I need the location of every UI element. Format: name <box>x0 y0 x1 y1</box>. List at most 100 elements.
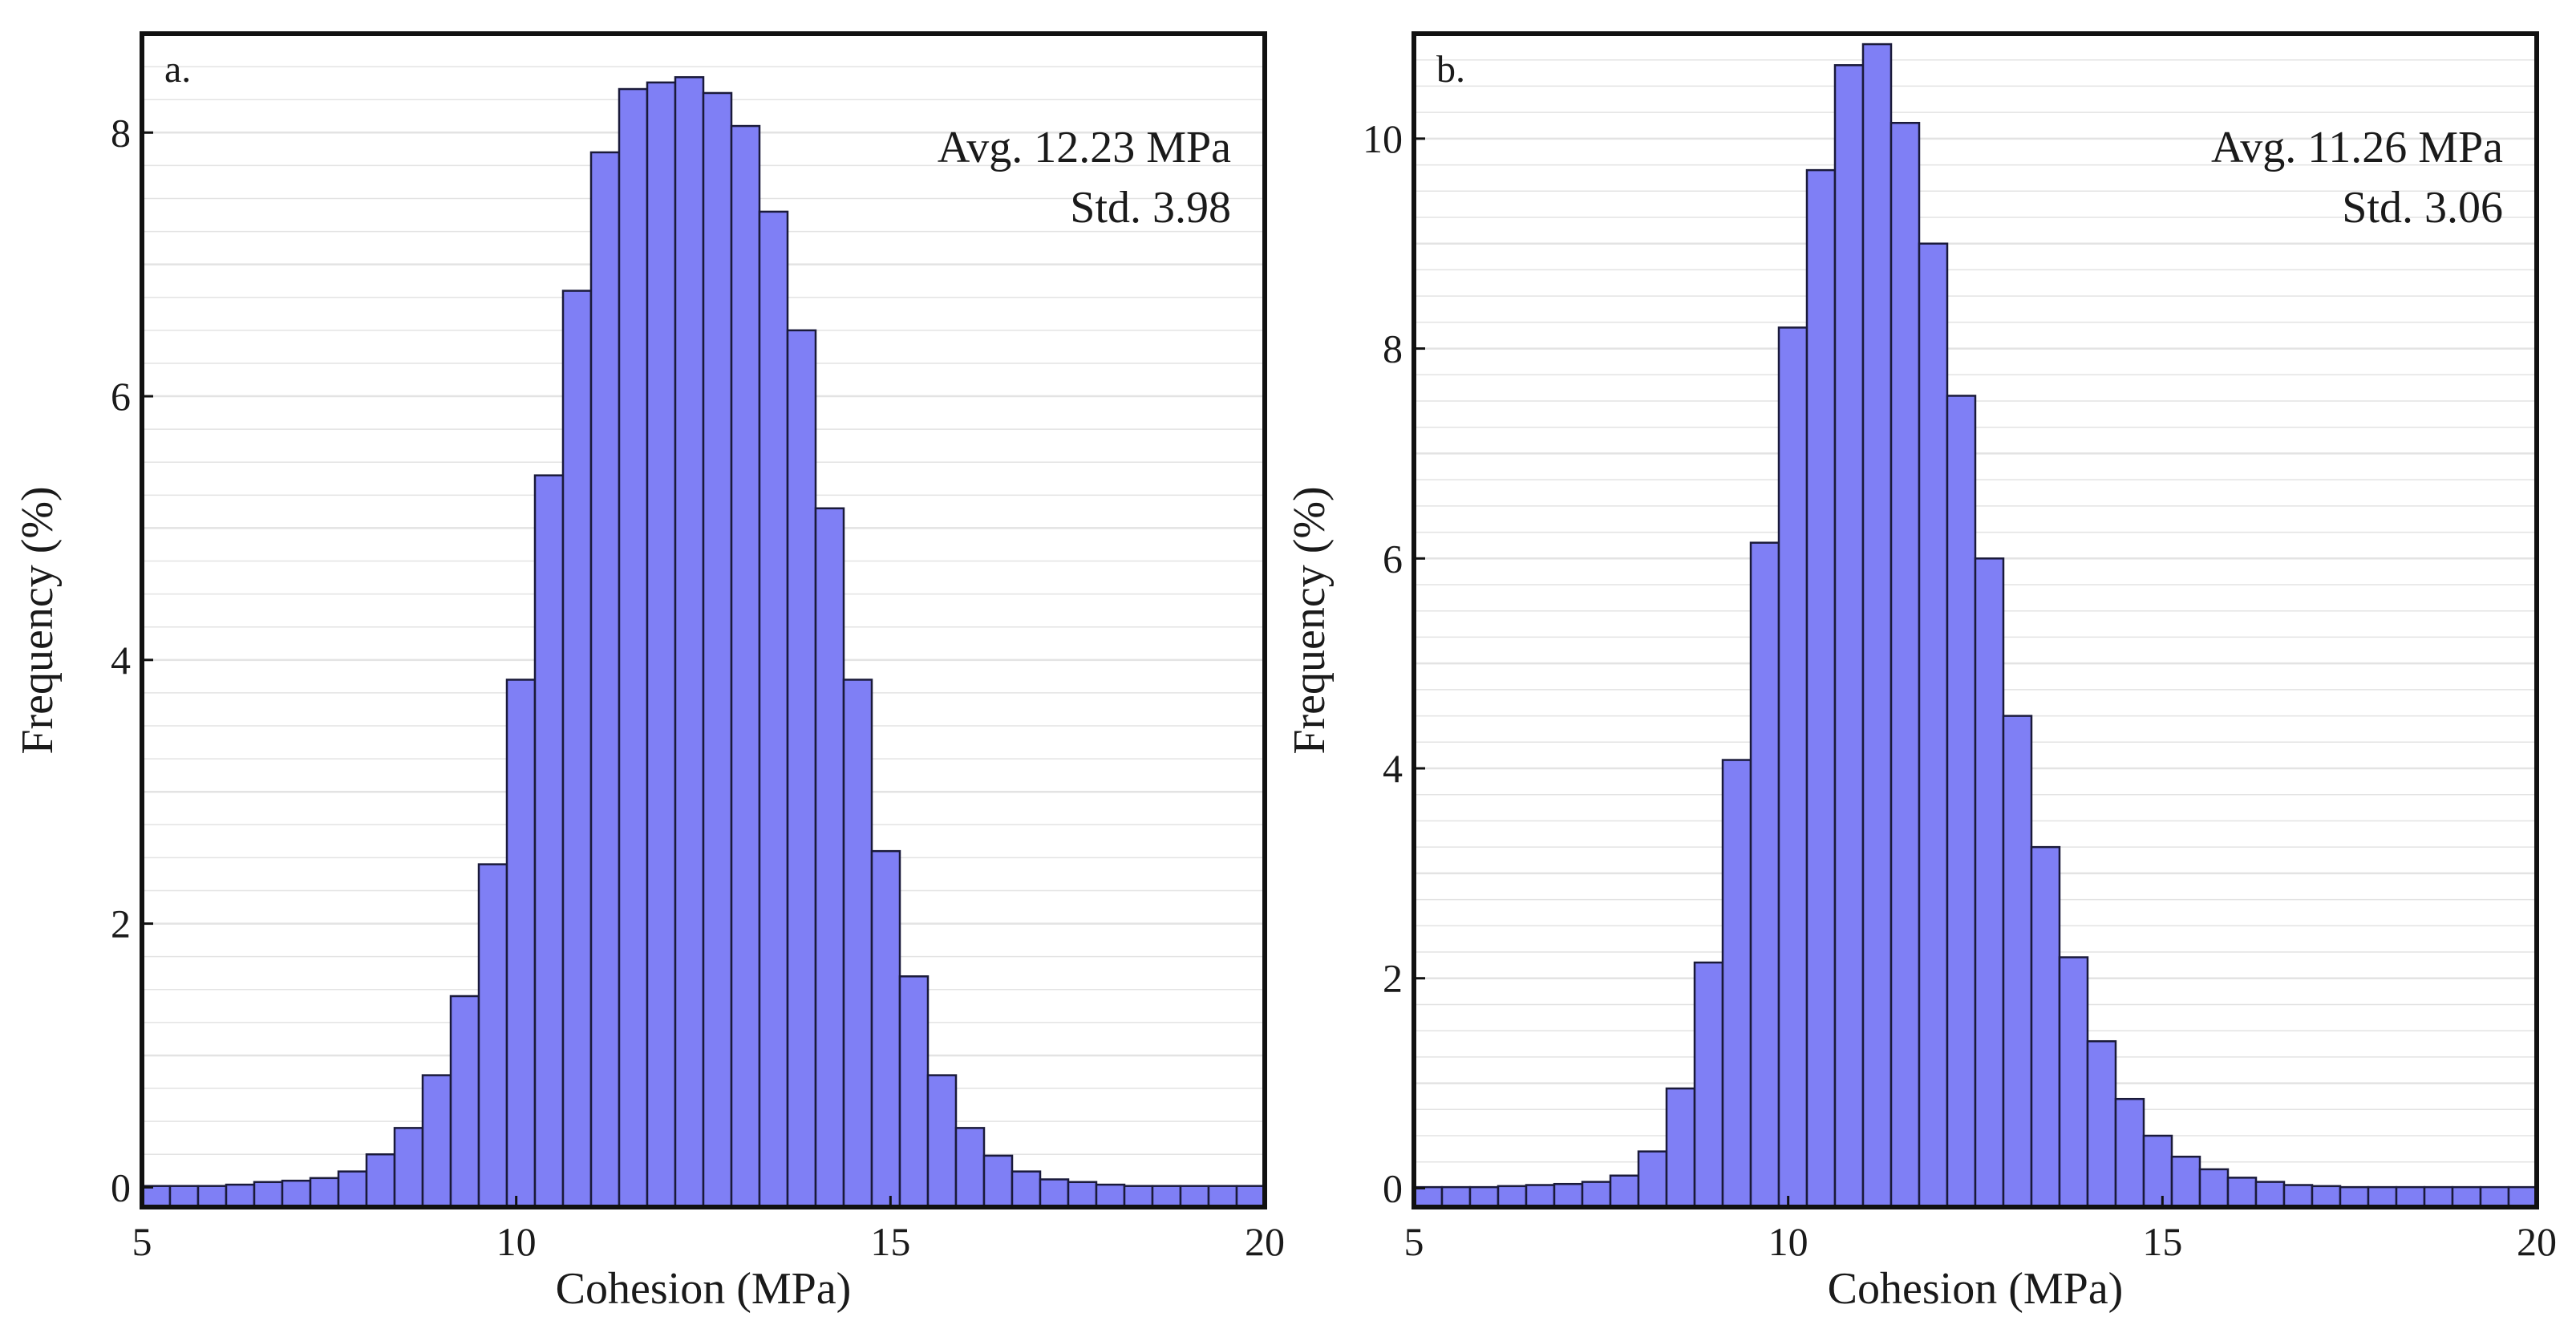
histogram-bar <box>1525 1184 1556 1209</box>
histogram-bar <box>1805 168 1837 1209</box>
histogram-bar <box>674 75 705 1209</box>
histogram-bar <box>1207 1185 1238 1209</box>
histogram-bar <box>477 863 508 1209</box>
histogram-bar <box>2339 1185 2370 1209</box>
histogram-bar <box>1095 1183 1126 1209</box>
panel-label: a. <box>164 48 191 91</box>
histogram-bars <box>140 75 1266 1209</box>
histogram-bar <box>758 210 789 1209</box>
x-axis-title: Cohesion (MPa) <box>1828 1264 2124 1314</box>
histogram-bar <box>1665 1087 1696 1209</box>
histogram-bar <box>140 1185 172 1209</box>
histogram-bar <box>898 975 930 1209</box>
y-tick-label: 6 <box>111 374 131 419</box>
y-tick-label: 8 <box>1383 326 1403 371</box>
histogram-bar <box>926 1074 958 1209</box>
histogram-bar <box>2311 1185 2342 1209</box>
histogram-bar <box>982 1154 1014 1209</box>
x-tick-label: 5 <box>1404 1219 1424 1264</box>
histogram-bar <box>2282 1184 2314 1209</box>
histogram-bar <box>1637 1150 1668 1209</box>
histogram-bar <box>1497 1185 1528 1209</box>
chart-panel-b: 5 10 15 20 0 2 4 6 8 10 b. Avg. 11.26 MPa Std. 3… <box>1285 31 2557 1314</box>
histogram-bar <box>253 1181 284 1209</box>
histogram-bar <box>1412 1185 1444 1209</box>
histogram-bar <box>1889 121 1921 1209</box>
histogram-bar <box>1918 242 1949 1209</box>
y-tick-label: 10 <box>1363 116 1403 161</box>
x-tick-label: 15 <box>870 1219 910 1264</box>
histogram-bar <box>1179 1185 1210 1209</box>
histogram-bar <box>2030 845 2061 1209</box>
histogram-bar <box>702 91 733 1209</box>
histogram-bar <box>2451 1185 2482 1209</box>
histogram-bar <box>842 679 873 1209</box>
histogram-bar <box>365 1153 396 1209</box>
histogram-bar <box>1123 1185 1154 1209</box>
histogram-bar <box>646 81 677 1209</box>
histogram-bar <box>2507 1185 2538 1209</box>
std-annotation: Std. 3.98 <box>1070 183 1231 233</box>
histogram-bar <box>1833 64 1865 1209</box>
y-tick-label: 0 <box>111 1165 131 1209</box>
x-tick-label: 20 <box>2517 1219 2557 1264</box>
histogram-bar <box>2142 1134 2173 1209</box>
histogram-bar <box>814 507 845 1209</box>
average-annotation: Avg. 12.23 MPa <box>938 123 1231 172</box>
histogram-bar <box>1067 1181 1098 1209</box>
histogram-bar <box>2198 1168 2230 1209</box>
histogram-bar <box>1861 43 1893 1209</box>
histogram-bar <box>730 124 761 1209</box>
histogram-bar <box>2002 715 2033 1209</box>
histogram-bar <box>1749 541 1780 1209</box>
histogram-bar <box>309 1177 340 1209</box>
histogram-bar <box>533 474 565 1209</box>
y-tick-label: 2 <box>1383 956 1403 1001</box>
histogram-bar <box>1609 1174 1640 1209</box>
histogram-bar <box>1151 1185 1182 1209</box>
y-tick-label: 8 <box>111 110 131 155</box>
histogram-bar <box>1039 1178 1070 1209</box>
histogram-bar <box>449 995 480 1209</box>
histogram-bar <box>1581 1181 1612 1209</box>
y-axis: 0 2 4 6 8 <box>111 110 153 1209</box>
y-tick-label: 0 <box>1383 1165 1403 1210</box>
histogram-bar <box>954 1127 986 1209</box>
histogram-bar <box>786 329 817 1209</box>
histogram-bar <box>1974 557 2005 1209</box>
std-annotation: Std. 3.06 <box>2342 183 2503 233</box>
histogram-bar <box>1440 1185 1472 1209</box>
histogram-bar <box>196 1185 228 1209</box>
x-tick-label: 10 <box>1768 1219 1808 1264</box>
histogram-bar <box>1235 1185 1266 1209</box>
plot-frame <box>1412 31 2539 1209</box>
panel-label: b. <box>1436 48 1465 91</box>
histogram-bar <box>2423 1185 2454 1209</box>
y-tick-label: 2 <box>111 901 131 946</box>
histogram-bar <box>1777 326 1808 1209</box>
histogram-bar <box>2058 956 2089 1209</box>
chart-panel-a: 5 10 15 20 0 2 4 6 8 a. Avg. 12.23 MPa Std. 3.9… <box>13 31 1285 1314</box>
histogram-bar <box>2254 1181 2286 1209</box>
x-tick-label: 10 <box>496 1219 537 1264</box>
x-axis-title: Cohesion (MPa) <box>556 1264 852 1314</box>
x-axis: 5 10 15 20 <box>132 1196 1285 1264</box>
y-axis-title: Frequency (%) <box>13 486 63 754</box>
histogram-bar <box>1468 1185 1500 1209</box>
histogram-bar <box>421 1074 452 1209</box>
histogram-bar <box>505 679 537 1209</box>
histogram-bar <box>225 1183 256 1209</box>
y-tick-label: 6 <box>1383 536 1403 581</box>
histogram-bar <box>2170 1155 2201 1209</box>
y-tick-label: 4 <box>1383 746 1403 791</box>
histogram-bar <box>1946 395 1977 1209</box>
histogram-bar <box>2479 1185 2510 1209</box>
y-axis-title: Frequency (%) <box>1285 486 1335 754</box>
histogram-bar <box>2114 1097 2145 1209</box>
x-tick-label: 5 <box>132 1219 152 1264</box>
x-tick-label: 15 <box>2142 1219 2182 1264</box>
histogram-bar <box>561 290 593 1209</box>
histogram-bar <box>1011 1170 1042 1209</box>
histogram-bar <box>2086 1039 2117 1209</box>
histogram-bar <box>2395 1185 2426 1209</box>
